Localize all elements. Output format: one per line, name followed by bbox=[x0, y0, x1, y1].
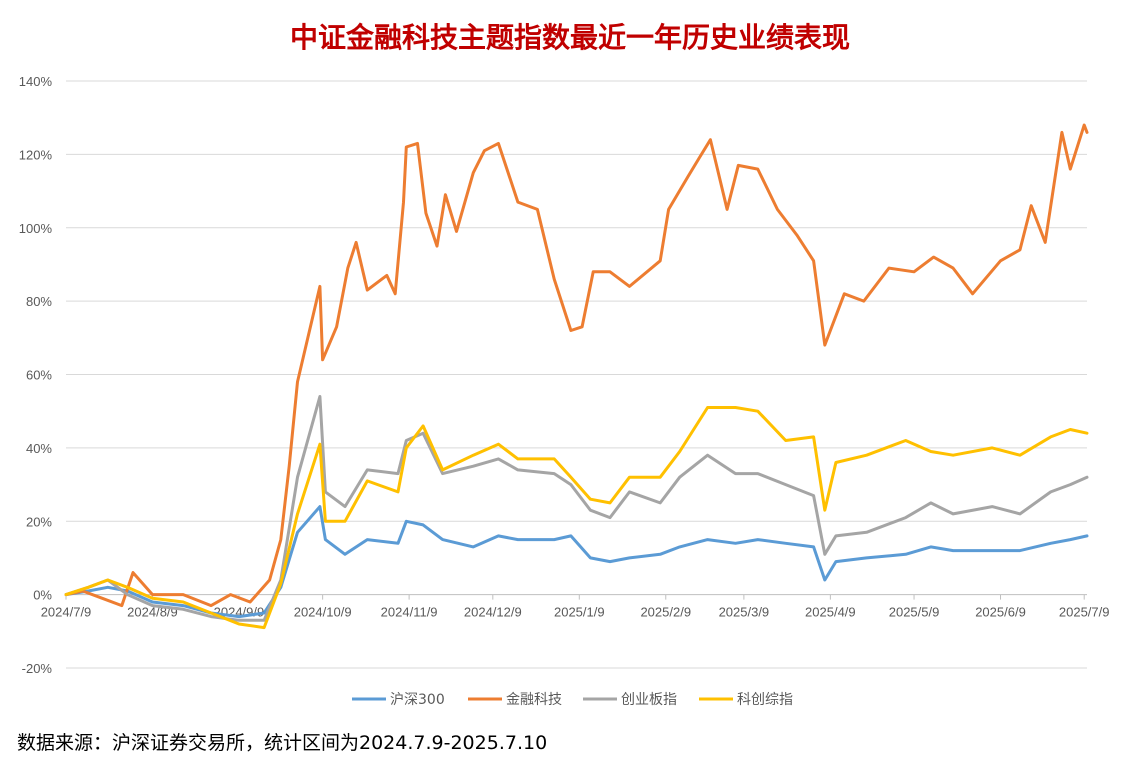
x-tick-label: 2025/4/9 bbox=[805, 605, 856, 620]
legend-label: 科创综指 bbox=[737, 692, 793, 708]
x-tick-label: 2025/6/9 bbox=[975, 605, 1026, 620]
x-tick-label: 2024/10/9 bbox=[294, 605, 352, 620]
legend-entry-2: 创业板指 bbox=[583, 692, 677, 708]
x-tick-label: 2025/7/9 bbox=[1059, 605, 1110, 620]
legend-label: 金融科技 bbox=[506, 692, 562, 708]
series-line-2 bbox=[64, 395, 1089, 622]
legend-entry-0: 沪深300 bbox=[352, 692, 445, 708]
line-chart: -20%0%20%40%60%80%100%120%140% 2024/7/9 2… bbox=[19, 74, 1110, 708]
gridlines bbox=[65, 80, 1087, 669]
x-tick-label: 2024/11/9 bbox=[381, 605, 438, 620]
x-axis-tick-labels: 2024/7/9 2024/8/9 2024/9/9 2024/10/9 2024/11… bbox=[41, 605, 1110, 620]
series-line-0 bbox=[64, 505, 1089, 619]
y-tick-label: 140% bbox=[19, 74, 53, 89]
legend-label: 创业板指 bbox=[621, 692, 677, 708]
legend-entry-3: 科创综指 bbox=[699, 692, 793, 708]
y-tick-label: 80% bbox=[26, 294, 52, 309]
y-tick-label: 60% bbox=[26, 368, 52, 383]
y-tick-label: -20% bbox=[22, 661, 53, 676]
source-note: 数据来源：沪深证券交易所，统计区间为2024.7.9-2025.7.10 bbox=[17, 732, 548, 754]
x-tick-label: 2025/5/9 bbox=[889, 605, 940, 620]
x-tick-label: 2025/2/9 bbox=[640, 605, 691, 620]
legend-entry-1: 金融科技 bbox=[468, 692, 562, 708]
chart-title: 中证金融科技主题指数最近一年历史业绩表现 bbox=[289, 21, 850, 54]
x-tick-label: 2024/7/9 bbox=[41, 605, 92, 620]
x-tick-label: 2025/1/9 bbox=[554, 605, 605, 620]
x-tick-label: 2024/12/9 bbox=[464, 605, 522, 620]
y-tick-label: 40% bbox=[26, 441, 52, 456]
y-tick-label: 120% bbox=[19, 147, 53, 162]
series-line-1 bbox=[64, 123, 1089, 608]
legend-label: 沪深300 bbox=[390, 692, 445, 708]
y-tick-label: 100% bbox=[19, 221, 53, 236]
y-tick-label: 20% bbox=[26, 514, 52, 529]
x-tick-label: 2025/3/9 bbox=[719, 605, 770, 620]
series-lines bbox=[64, 123, 1089, 630]
series-line-3 bbox=[64, 406, 1089, 630]
legend: 沪深300 金融科技 创业板指 科创综指 bbox=[352, 692, 793, 708]
y-axis-tick-labels: -20% 0% 20% 40% 60% 80% 100% 120% 140% bbox=[19, 74, 53, 676]
y-tick-label: 0% bbox=[33, 588, 52, 603]
